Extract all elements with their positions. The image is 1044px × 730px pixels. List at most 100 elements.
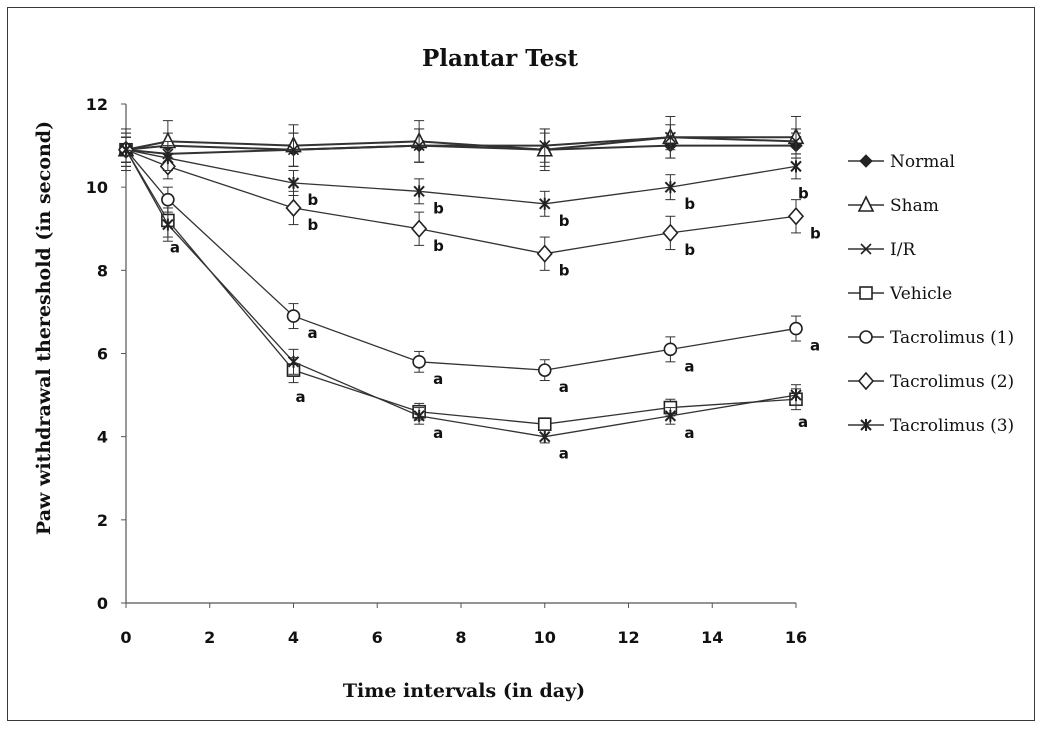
x-axis-label: Time intervals (in day) bbox=[343, 680, 585, 702]
significance-label: b bbox=[810, 224, 821, 242]
data-point bbox=[412, 355, 426, 369]
series-line bbox=[125, 149, 797, 438]
legend-marker bbox=[859, 154, 873, 168]
legend-marker bbox=[860, 419, 872, 431]
series-7: b b b b b bbox=[120, 136, 809, 230]
significance-label: b bbox=[433, 199, 444, 217]
legend-marker bbox=[859, 286, 873, 300]
legend-label: Tacrolimus (2) bbox=[890, 372, 1014, 392]
data-point bbox=[161, 192, 175, 207]
significance-label: b bbox=[559, 262, 570, 280]
legend-label: Tacrolimus (3) bbox=[890, 416, 1014, 436]
data-point bbox=[790, 160, 802, 173]
y-axis-label: Paw withdrawal thereshold (in second) bbox=[33, 121, 55, 535]
data-point bbox=[287, 144, 300, 156]
legend-marker bbox=[859, 330, 873, 344]
series-0 bbox=[119, 128, 803, 167]
data-point bbox=[789, 321, 803, 336]
legend-marker bbox=[860, 243, 872, 255]
legend-label: Tacrolimus (1) bbox=[890, 328, 1014, 348]
data-point bbox=[664, 409, 677, 422]
x-tick-label: 4 bbox=[288, 628, 299, 647]
x-tick-label: 16 bbox=[785, 628, 807, 647]
y-tick-label: 10 bbox=[86, 178, 108, 197]
data-point bbox=[411, 219, 428, 238]
data-point bbox=[790, 389, 802, 402]
y-tick-label: 2 bbox=[97, 511, 108, 530]
x-tick-label: 8 bbox=[455, 628, 466, 647]
data-point bbox=[413, 409, 425, 422]
data-point bbox=[162, 218, 174, 231]
data-point bbox=[539, 197, 551, 210]
legend-entry: Tacrolimus (3) bbox=[848, 416, 1014, 436]
legend-label: I/R bbox=[890, 240, 916, 260]
x-tick-label: 14 bbox=[701, 628, 723, 647]
data-point bbox=[664, 181, 677, 194]
chart-frame bbox=[7, 7, 1035, 721]
series-line bbox=[125, 149, 797, 205]
significance-label: b bbox=[798, 184, 809, 202]
legend-marker bbox=[857, 195, 875, 212]
significance-label: a bbox=[308, 324, 318, 342]
legend-label: Normal bbox=[890, 152, 955, 172]
significance-label: a bbox=[810, 337, 820, 355]
data-point bbox=[162, 152, 174, 165]
legend: Normal Sham I/R Vehicle Tacrolimus (1) Tacrol… bbox=[848, 152, 1014, 436]
significance-label: b bbox=[433, 237, 444, 255]
data-point bbox=[286, 309, 301, 323]
y-tick-label: 4 bbox=[97, 428, 108, 447]
legend-entry: Normal bbox=[848, 152, 955, 172]
data-point bbox=[120, 143, 132, 156]
data-point bbox=[663, 342, 678, 357]
series-line bbox=[125, 149, 797, 425]
x-tick-label: 12 bbox=[617, 628, 639, 647]
data-point bbox=[790, 135, 802, 147]
legend-entry: Tacrolimus (2) bbox=[848, 371, 1014, 392]
data-point bbox=[539, 140, 551, 152]
legend-entry: Tacrolimus (1) bbox=[848, 328, 1014, 348]
x-tick-label: 0 bbox=[120, 628, 131, 647]
axes: 0 2 4 6 8 10 12 0 2 4 6 8 10 12 14 16 bbox=[86, 95, 807, 647]
significance-label: b bbox=[308, 216, 319, 234]
significance-label: a bbox=[433, 370, 443, 388]
significance-label: b bbox=[684, 241, 695, 259]
chart-title: Plantar Test bbox=[422, 45, 578, 72]
data-point bbox=[413, 140, 425, 152]
data-point bbox=[537, 363, 552, 377]
data-point bbox=[287, 355, 300, 368]
significance-label: a bbox=[296, 388, 306, 406]
significance-label: a bbox=[170, 238, 180, 256]
legend-marker bbox=[857, 371, 875, 391]
series-4: a a a a a bbox=[119, 136, 820, 396]
significance-label: a bbox=[684, 357, 694, 375]
data-point bbox=[413, 185, 425, 198]
significance-label: a bbox=[684, 424, 694, 442]
x-tick-label: 10 bbox=[534, 628, 556, 647]
y-tick-label: 6 bbox=[97, 345, 108, 364]
data-point bbox=[287, 177, 300, 190]
legend-entry: Vehicle bbox=[848, 284, 952, 304]
significance-label: b bbox=[559, 212, 570, 230]
data-point bbox=[664, 131, 676, 143]
significance-label: a bbox=[559, 445, 569, 463]
significance-label: a bbox=[559, 378, 569, 396]
data-point bbox=[539, 430, 551, 443]
significance-label: b bbox=[308, 191, 319, 209]
data-point bbox=[537, 417, 552, 431]
data-point bbox=[536, 244, 553, 263]
y-tick-label: 8 bbox=[97, 261, 108, 280]
series-1 bbox=[117, 115, 805, 172]
data-point bbox=[787, 207, 805, 226]
significance-label: a bbox=[433, 424, 443, 442]
series-line bbox=[125, 149, 797, 255]
data-point bbox=[285, 198, 302, 218]
x-tick-label: 6 bbox=[372, 628, 383, 647]
significance-label: b bbox=[684, 195, 695, 213]
legend-entry: I/R bbox=[848, 240, 916, 260]
data-point bbox=[662, 223, 679, 243]
legend-label: Vehicle bbox=[889, 284, 952, 304]
y-tick-label: 0 bbox=[97, 594, 108, 613]
legend-label: Sham bbox=[890, 196, 939, 216]
